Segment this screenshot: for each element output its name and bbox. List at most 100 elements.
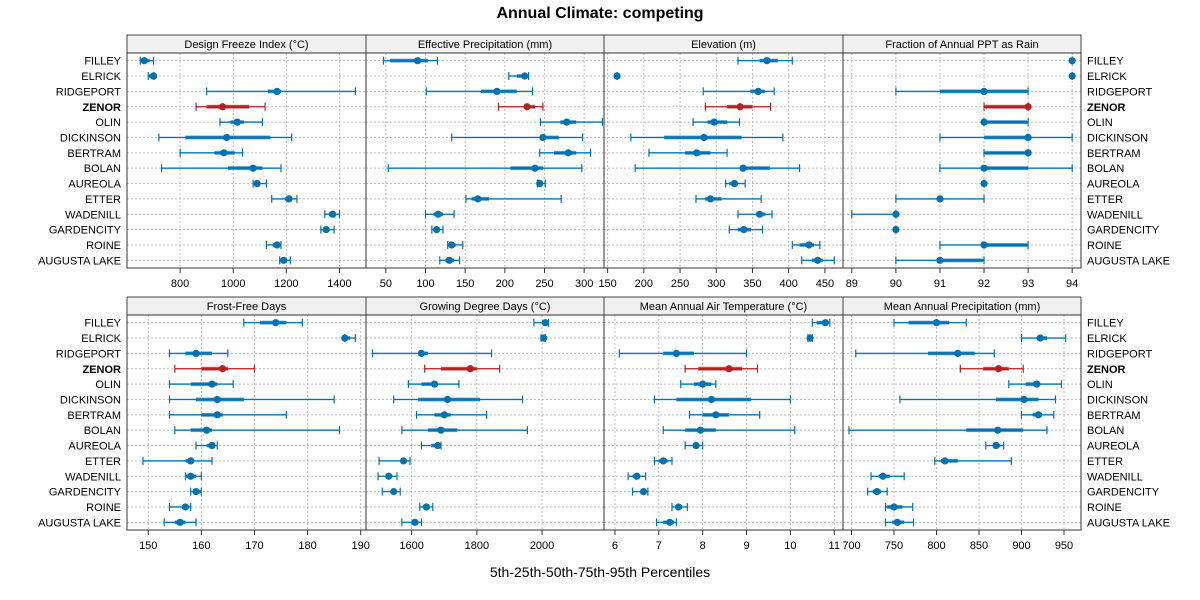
median-point [1036, 334, 1044, 342]
panel-3: Elevation (m) 150 200 250 300 350 400 450 [598, 34, 844, 290]
median-point [219, 365, 227, 373]
panel-4: Fraction of Annual PPT as Rain 89 90 91 92 93… [842, 34, 1170, 290]
median-point [531, 164, 539, 172]
median-point [932, 319, 941, 327]
median-point [730, 179, 738, 188]
percentile-mark-bertram [1020, 410, 1055, 419]
median-point [399, 457, 408, 465]
percentile-mark-ridgeport [895, 87, 1029, 96]
y-category-label: BOLAN [1087, 425, 1124, 437]
y-category-label: GARDENCITY [1087, 225, 1160, 237]
percentile-mark-olin [1008, 380, 1063, 389]
y-category-label: AUGUSTA LAKE [38, 255, 121, 267]
median-point [879, 472, 887, 480]
median-point [437, 426, 445, 434]
y-category-label: FILLEY [84, 56, 121, 68]
median-point [892, 210, 900, 218]
percentile-mark-bertram [179, 148, 244, 157]
percentile-mark-aureola [536, 179, 546, 188]
median-point [692, 441, 700, 450]
x-tick-label: 92 [978, 278, 990, 290]
x-tick-label: 750 [885, 540, 903, 552]
percentile-mark-bolan [634, 164, 801, 173]
percentile-mark-filley [382, 56, 438, 65]
median-point [474, 195, 482, 203]
y-category-label: ELRICK [81, 71, 121, 83]
percentile-mark-zenor [704, 102, 772, 111]
median-point [213, 395, 221, 404]
y-category-label: ROINE [1087, 240, 1122, 252]
percentile-mark-roine [884, 502, 914, 511]
median-point [203, 426, 211, 434]
percentile-mark-filley [533, 318, 550, 327]
median-point [893, 518, 902, 526]
median-point [814, 256, 822, 264]
y-category-label: ZENOR [83, 364, 122, 376]
median-point [187, 472, 195, 480]
panel-title: Effective Precipitation (mm) [418, 39, 552, 51]
median-point [253, 179, 261, 188]
y-category-label: ELRICK [1087, 333, 1127, 345]
median-point [213, 411, 221, 419]
y-category-label: OLIN [95, 379, 121, 391]
percentile-mark-elrick [508, 72, 530, 81]
median-point [285, 195, 293, 203]
percentile-mark-bertram [168, 410, 287, 419]
percentile-mark-roine [265, 240, 282, 249]
y-category-label: RIDGEPORT [56, 348, 121, 360]
median-point [523, 103, 531, 111]
median-point [1024, 103, 1032, 111]
y-category-label: BOLAN [84, 425, 121, 437]
percentile-mark-gardencity [190, 487, 202, 496]
percentile-mark-bolan [174, 426, 341, 435]
percentile-mark-ridgeport [855, 349, 995, 358]
median-point [873, 488, 881, 496]
median-point [1024, 133, 1032, 142]
median-point [693, 149, 701, 157]
y-category-label: ETTER [1087, 194, 1123, 206]
percentile-mark-wadenill [737, 210, 773, 219]
panel-1: Design Freeze Index (°C) 800 1000 1200 1400 F… [38, 34, 367, 290]
median-point [443, 395, 452, 404]
y-category-label: ETTER [85, 456, 121, 468]
y-category-label: GARDENCITY [49, 225, 122, 237]
median-point [739, 164, 747, 172]
x-tick-label: 150 [598, 278, 616, 290]
median-point [192, 349, 200, 357]
y-category-label: BERTRAM [1087, 410, 1141, 422]
x-tick-label: 10 [784, 540, 796, 552]
median-point [806, 334, 814, 342]
median-point [322, 226, 330, 234]
median-point [422, 503, 430, 511]
panel-6: Growing Degree Days (°C) 1600 1800 2000 [365, 296, 605, 552]
median-point [417, 349, 426, 357]
x-tick-label: 1000 [221, 278, 245, 290]
y-category-label: ROINE [86, 240, 121, 252]
median-point [706, 195, 715, 203]
x-tick-label: 200 [496, 278, 514, 290]
percentile-mark-elrick [540, 334, 548, 343]
percentile-mark-dickinson [939, 133, 1073, 142]
percentile-mark-augusta-lake [656, 518, 677, 527]
median-point [539, 133, 547, 142]
x-tick-label: 1800 [465, 540, 489, 552]
y-category-label: WADENILL [1087, 471, 1143, 483]
x-tick-label: 350 [743, 278, 761, 290]
x-tick-label: 91 [934, 278, 946, 290]
median-point [564, 149, 572, 157]
y-category-label: WADENILL [65, 471, 121, 483]
percentile-mark-augusta-lake [163, 518, 197, 527]
median-point [187, 457, 195, 465]
median-point [674, 503, 683, 511]
y-category-label: RIDGEPORT [56, 86, 121, 98]
median-point [696, 426, 705, 434]
panel-title: Mean Annual Air Temperature (°C) [640, 301, 807, 313]
percentile-mark-dickinson [630, 133, 784, 142]
percentile-mark-bertram [983, 148, 1032, 157]
median-point [434, 210, 442, 218]
median-point [736, 103, 744, 111]
median-point [448, 241, 456, 249]
y-category-label: ZENOR [83, 102, 122, 114]
y-category-label: RIDGEPORT [1087, 86, 1152, 98]
percentile-mark-zenor [174, 364, 256, 373]
